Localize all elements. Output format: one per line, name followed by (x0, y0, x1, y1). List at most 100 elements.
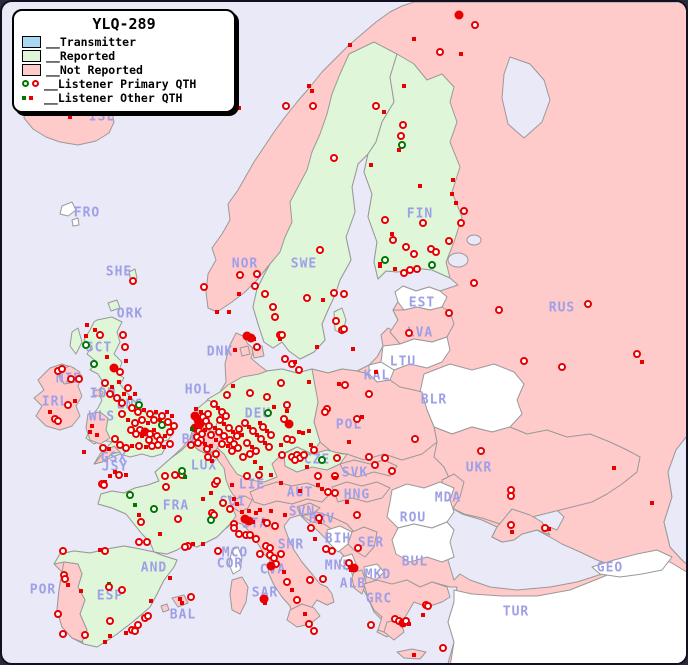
marker-listener-other-qth-not-reported (140, 434, 144, 438)
marker-listener-primary-qth-not-reported (324, 488, 332, 496)
marker-listener-other-qth-not-reported (254, 511, 258, 515)
marker-listener-other-qth-not-reported (226, 444, 230, 448)
marker-listener-primary-qth-not-reported (460, 207, 468, 215)
marker-listener-cluster-dot (195, 419, 205, 429)
marker-listener-primary-qth-not-reported (174, 515, 182, 523)
marker-listener-primary-qth-not-reported (278, 331, 286, 339)
marker-listener-primary-qth-not-reported (210, 400, 218, 408)
lake-onega (466, 234, 482, 246)
marker-listener-other-qth-not-reported (162, 445, 166, 449)
marker-listener-primary-qth-not-reported (75, 375, 83, 383)
marker-listener-primary-qth-not-reported (134, 408, 142, 416)
legend-row-other-qth: __Listener Other QTH (22, 91, 226, 105)
marker-listener-other-qth-not-reported (310, 89, 314, 93)
marker-listener-other-qth-not-reported (297, 430, 301, 434)
marker-listener-other-qth-not-reported (298, 489, 302, 493)
marker-listener-other-qth-not-reported (117, 380, 121, 384)
marker-listener-other-qth-reported (190, 427, 194, 431)
marker-listener-other-qth-not-reported (146, 421, 150, 425)
marker-listener-primary-qth-not-reported (253, 343, 261, 351)
marker-listener-other-qth-not-reported (231, 384, 235, 388)
country-georgia (591, 549, 673, 578)
marker-listener-primary-qth-not-reported (291, 456, 299, 464)
transmitter-label: __Transmitter (46, 34, 137, 49)
marker-listener-primary-qth-not-reported (144, 612, 152, 620)
marker-listener-cluster-dot (109, 363, 119, 373)
marker-listener-cluster-dot (454, 10, 464, 20)
marker-listener-primary-qth-not-reported (330, 154, 338, 162)
marker-listener-primary-qth-not-reported (267, 431, 275, 439)
marker-listener-primary-qth-not-reported (203, 445, 211, 453)
marker-listener-primary-qth-not-reported (507, 492, 515, 500)
marker-listener-primary-qth-not-reported (367, 621, 375, 629)
marker-listener-primary-qth-not-reported (158, 412, 166, 420)
marker-listener-primary-qth-not-reported (306, 576, 314, 584)
marker-listener-primary-qth-not-reported (143, 538, 151, 546)
marker-listener-primary-qth-not-reported (319, 575, 327, 583)
marker-listener-other-qth-not-reported (90, 424, 94, 428)
marker-listener-other-qth-not-reported (265, 429, 269, 433)
marker-listener-other-qth-not-reported (107, 447, 111, 451)
marker-listener-primary-qth-not-reported (101, 379, 109, 387)
marker-listener-primary-qth-not-reported (204, 453, 212, 461)
marker-listener-primary-qth-not-reported (101, 547, 109, 555)
marker-listener-cluster-dot (140, 427, 150, 437)
marker-listener-other-qth-not-reported (194, 407, 198, 411)
marker-listener-primary-qth-not-reported (161, 472, 169, 480)
marker-listener-primary-qth-reported (82, 341, 90, 349)
marker-listener-primary-qth-not-reported (520, 357, 528, 365)
country-wales (85, 411, 111, 445)
marker-listener-other-qth-not-reported (124, 359, 128, 363)
marker-listener-primary-qth-not-reported (59, 630, 67, 638)
marker-listener-other-qth-not-reported (321, 298, 325, 302)
marker-listener-primary-qth-not-reported (402, 243, 410, 251)
marker-listener-primary-qth-not-reported (154, 441, 162, 449)
marker-listener-other-qth-not-reported (137, 513, 141, 517)
marker-listener-primary-qth-not-reported (405, 329, 413, 337)
marker-listener-other-qth-not-reported (450, 192, 454, 196)
marker-listener-primary-qth-not-reported (257, 435, 265, 443)
marker-listener-cluster-dot (259, 594, 269, 604)
marker-listener-primary-qth-not-reported (305, 620, 313, 628)
marker-listener-primary-qth-not-reported (310, 627, 318, 635)
marker-listener-other-qth-not-reported (247, 509, 251, 513)
marker-listener-other-qth-not-reported (307, 429, 311, 433)
marker-listener-primary-qth-not-reported (445, 309, 453, 317)
lake-ladoga (447, 252, 469, 268)
marker-listener-other-qth-not-reported (397, 148, 401, 152)
marker-listener-primary-qth-not-reported (271, 522, 279, 530)
marker-listener-primary-qth-not-reported (470, 279, 478, 287)
marker-listener-primary-qth-not-reported (309, 102, 317, 110)
marker-listener-primary-qth-not-reported (300, 451, 308, 459)
marker-listener-other-qth-not-reported (269, 473, 273, 477)
marker-listener-primary-qth-not-reported (321, 408, 329, 416)
marker-listener-other-qth-not-reported (124, 631, 128, 635)
marker-listener-cluster-dot (242, 331, 252, 341)
marker-listener-cluster-dot (349, 563, 359, 573)
marker-listener-other-qth-not-reported (459, 52, 463, 56)
marker-listener-primary-qth-not-reported (246, 450, 254, 458)
legend-row-transmitter: __Transmitter (22, 34, 226, 49)
marker-listener-primary-qth-not-reported (212, 450, 220, 458)
marker-listener-other-qth-not-reported (124, 473, 128, 477)
marker-listener-other-qth-not-reported (451, 178, 455, 182)
marker-listener-other-qth-not-reported (258, 421, 262, 425)
marker-listener-other-qth-not-reported (374, 370, 378, 374)
marker-listener-primary-qth-not-reported (124, 384, 132, 392)
marker-listener-other-qth-not-reported (263, 441, 267, 445)
faroe-south (71, 217, 80, 227)
marker-listener-other-qth-not-reported (203, 442, 207, 446)
marker-listener-other-qth-not-reported (201, 542, 205, 546)
marker-listener-primary-qth-not-reported (166, 440, 174, 448)
marker-listener-primary-qth-not-reported (200, 283, 208, 291)
marker-listener-other-qth-not-reported (95, 433, 99, 437)
marker-listener-other-qth-not-reported (279, 443, 283, 447)
marker-listener-primary-qth-not-reported (353, 415, 361, 423)
danish-isle-funen (239, 345, 251, 357)
marker-listener-primary-qth-not-reported (261, 290, 269, 298)
marker-listener-primary-qth-not-reported (132, 430, 140, 438)
marker-listener-primary-qth-not-reported (230, 524, 238, 532)
marker-listener-primary-qth-not-reported (216, 416, 224, 424)
marker-listener-other-qth-not-reported (235, 502, 239, 506)
